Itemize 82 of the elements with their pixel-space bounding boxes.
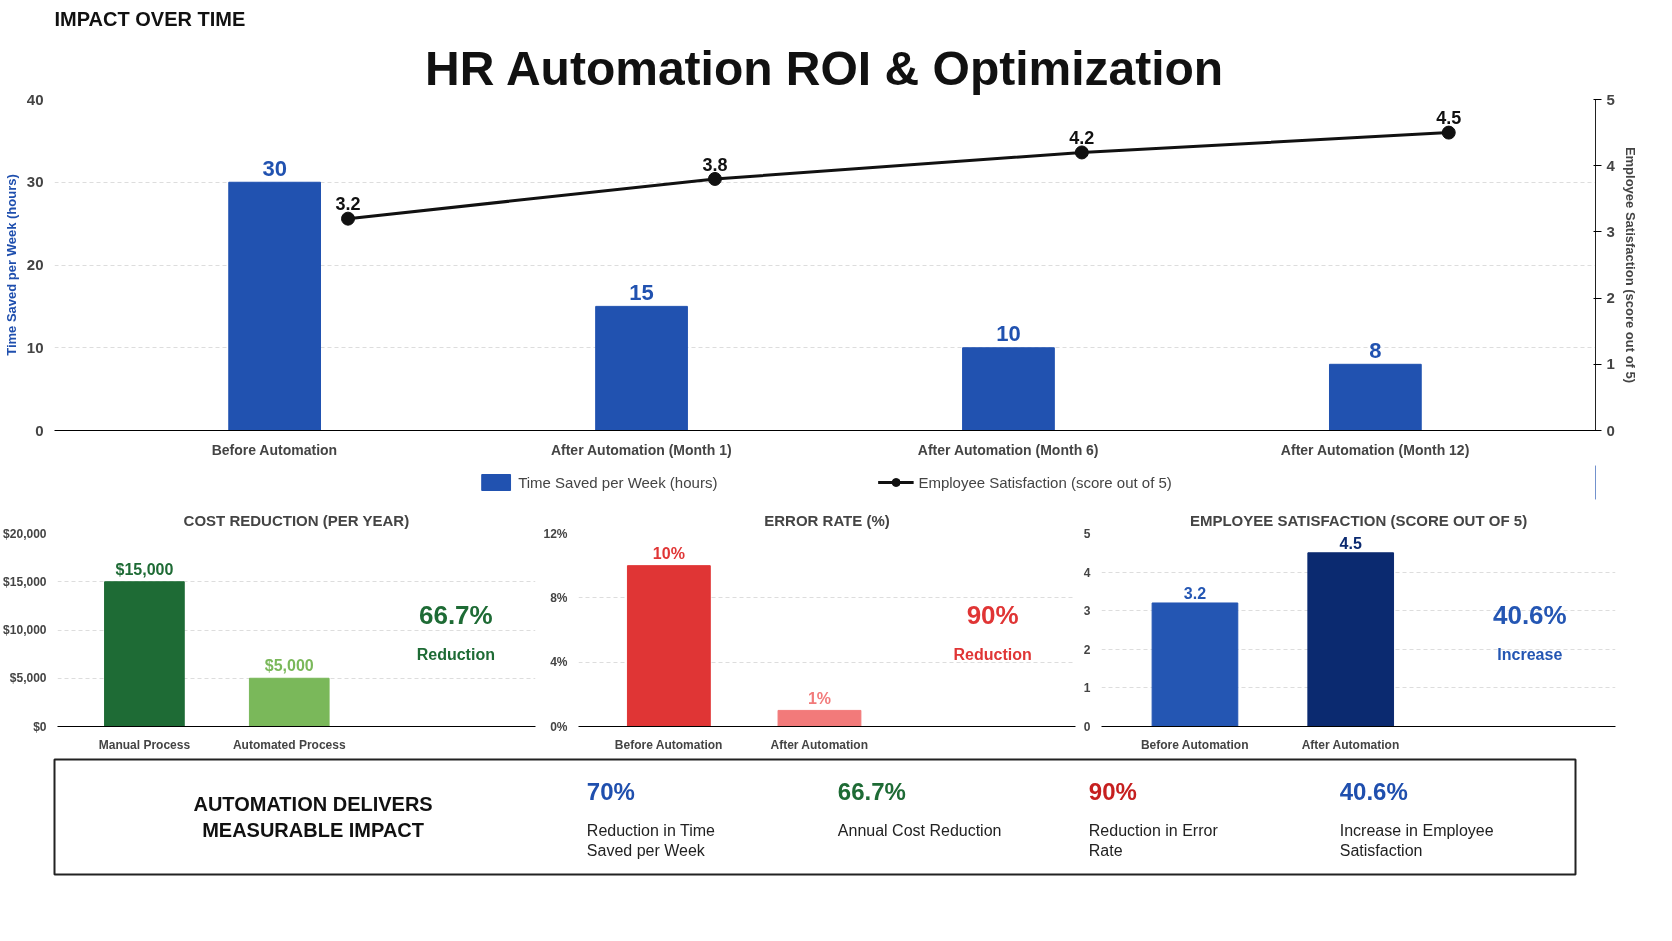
y-tick-label: 20 [26,256,44,273]
y-tick-label: 10 [26,338,44,356]
y-tick-label: 0 [35,421,44,439]
y-tick-label: $15,000 [3,574,47,589]
text: Increase in Employee Satisfaction [1339,821,1494,859]
y-tick-label: 0 [1083,720,1091,734]
bar [962,347,1055,431]
data-label: 4.2 [1069,128,1095,149]
y-axis-title: Time Saved per Week (hours) [3,174,19,356]
data-label: 3.2 [1183,585,1207,603]
point [1074,145,1089,160]
y-tick-label: 1 [1083,681,1091,696]
x-tick-label: After Automation (Month 1) [550,441,732,458]
chart-title: HR Automation ROI & Optimization [425,41,1224,95]
y2-axis-title: Employee Satisfaction (score out of 5) [1622,146,1638,384]
text: 40.6% [1339,778,1408,806]
y-tick-label: $10,000 [3,623,47,637]
text: Reduction in Time Saved per Week [586,821,716,859]
bar [228,181,322,431]
y-tick-label: 4% [550,655,568,670]
text: 70% [586,778,635,806]
text: Increase [1497,645,1563,663]
text: Reduction [416,645,495,663]
data-label: 4.5 [1436,108,1462,129]
text: Reduction [953,645,1032,663]
chart-subtitle: IMPACT OVER TIME [54,7,246,30]
y-tick-label: 8% [550,590,568,605]
y-tick-label: 4 [1083,565,1091,580]
text: AUTOMATION DELIVERS MEASURABLE IMPACT [193,792,433,842]
data-label: 4.5 [1339,534,1362,552]
y2-tick-label: 2 [1606,289,1615,307]
data-label: 3.2 [335,194,361,215]
y2-tick-label: 5 [1606,90,1615,108]
x-tick-label: Before Automation [614,737,723,752]
y-tick-label: 12% [543,526,568,541]
text: 40.6% [1492,600,1567,630]
x-tick-label: After Automation (Month 6) [917,441,1099,458]
text: Annual Cost Reduction [837,821,1002,839]
data-label: $5,000 [264,657,314,675]
text: 90% [1088,778,1137,806]
y-tick-label: 5 [1083,527,1091,541]
point [707,171,722,186]
bar [1328,363,1422,431]
chart-title: ERROR RATE (%) [764,511,890,529]
y2-tick-label: 4 [1606,156,1616,174]
y2-tick-label: 1 [1606,355,1615,373]
data-label: $15,000 [115,560,174,578]
data-label: 15 [629,279,654,305]
x-tick-label: Automated Process [232,737,346,752]
point [341,211,356,226]
y-tick-label: 2 [1083,642,1091,657]
y-tick-label: 30 [26,173,44,191]
x-tick-label: Before Automation [211,441,338,458]
y-tick-label: $20,000 [3,526,47,541]
x-tick-label: After Automation (Month 12) [1280,441,1470,458]
data-label: 3.8 [702,154,728,175]
data-label: 8 [1369,337,1382,363]
data-label: 30 [262,155,287,181]
chart-title: COST REDUCTION (PER YEAR) [183,511,410,529]
legend-label: Employee Satisfaction (score out of 5) [918,473,1172,491]
bar [595,305,688,431]
x-tick-label: Before Automation [1140,737,1249,752]
y-tick-label: $0 [33,719,47,734]
x-tick-label: After Automation [1301,737,1400,752]
y2-tick-label: 3 [1606,222,1615,240]
text: 66.7% [418,600,493,630]
text: Reduction in Error Rate [1088,821,1219,859]
x-tick-label: Manual Process [98,737,191,752]
text: 90% [966,600,1019,630]
chart-title: EMPLOYEE SATISFACTION (SCORE OUT OF 5) [1189,511,1528,529]
legend-label: Time Saved per Week (hours) [518,473,718,491]
data-label: 10% [652,544,685,562]
point [1441,125,1456,140]
data-label: 10 [996,321,1021,347]
y-tick-label: 3 [1083,604,1091,619]
y2-tick-label: 0 [1606,421,1615,439]
text: 66.7% [837,778,906,806]
y-tick-label: $5,000 [9,671,47,686]
y-tick-label: 0% [550,719,568,734]
x-tick-label: After Automation [770,737,869,752]
y-tick-label: 40 [26,90,44,108]
data-label: 1% [807,689,832,707]
